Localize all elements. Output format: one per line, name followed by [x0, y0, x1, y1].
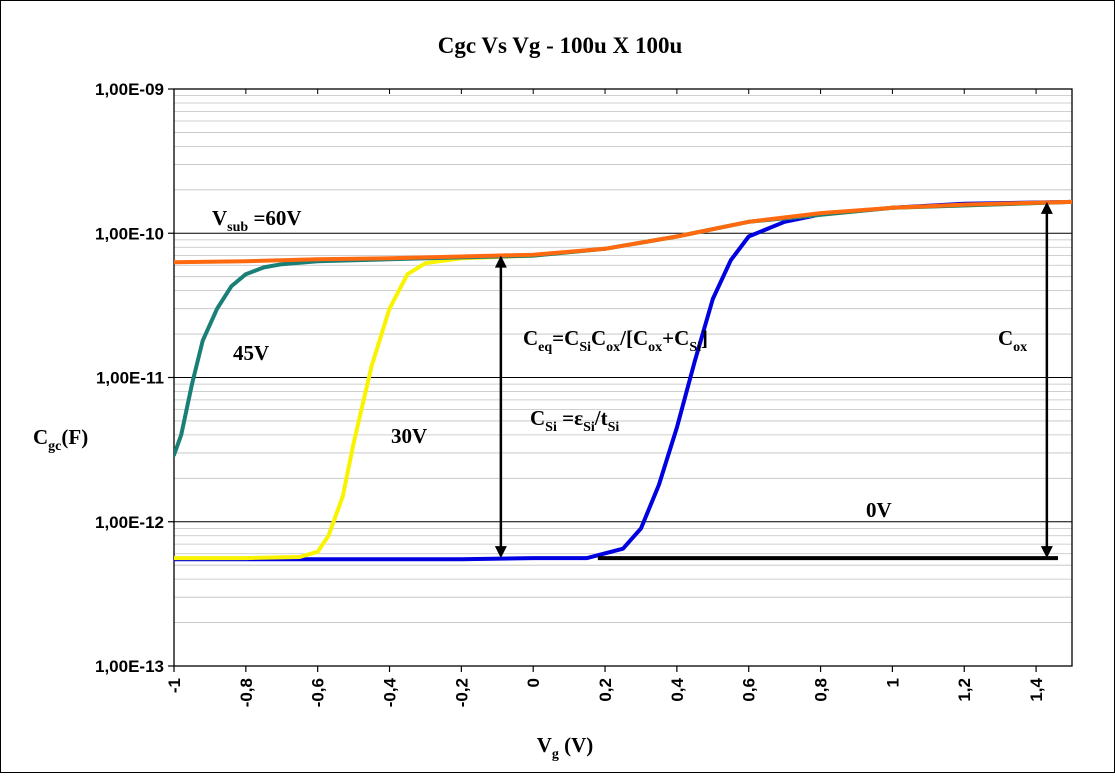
x-tick-label: -0,4: [381, 677, 400, 707]
annotation-0v: 0V: [866, 498, 892, 522]
ceq-arrow-head-bottom: [494, 546, 507, 559]
x-tick-label: 0,8: [812, 678, 831, 702]
y-tick-label: 1,00E-10: [95, 224, 164, 243]
x-axis-ticks: -1 -0,8 -0,6 -0,4 -0,2 0 0,2 0,4 0,6 0,8 1 1,2 1,4: [165, 89, 1046, 707]
x-tick-label: -1: [165, 678, 184, 693]
cox-arrow-head-top: [1040, 201, 1053, 214]
x-tick-label: -0,8: [237, 678, 256, 707]
y-tick-label: 1,00E-12: [95, 513, 164, 532]
x-tick-label: 0,6: [740, 678, 759, 702]
x-tick-label: 0,2: [596, 678, 615, 702]
x-tick-label: 0,4: [668, 677, 687, 701]
y-axis-label: Cgc(F): [33, 425, 88, 454]
ceq-arrow-head-top: [494, 255, 507, 268]
cox-arrow-head-bottom: [1040, 546, 1053, 559]
y-axis-ticks: 1,00E-13 1,00E-12 1,00E-11 1,00E-10 1,00E-09: [95, 80, 174, 676]
series-lines: [174, 199, 1072, 562]
x-tick-label: 1,4: [1027, 677, 1046, 701]
x-tick-label: -0,6: [309, 678, 328, 707]
y-tick-label: 1,00E-09: [95, 80, 164, 99]
annotation-vsub-60v: Vsub =60V: [212, 206, 302, 235]
x-tick-label: 1,2: [955, 678, 974, 702]
x-tick-label: 1: [883, 678, 902, 687]
annotation-30v: 30V: [391, 424, 427, 448]
y-tick-label: 1,00E-13: [95, 657, 164, 676]
series-line-v-sub-60v: [174, 199, 1072, 265]
annotation-45v: 45V: [233, 341, 269, 365]
reference-lines: [494, 201, 1058, 561]
x-tick-label: 0: [524, 678, 543, 687]
x-tick-label: -0,2: [452, 678, 471, 707]
x-axis-label: Vg (V): [537, 733, 594, 762]
chart-title: Cgc Vs Vg - 100u X 100u: [438, 33, 683, 58]
y-tick-label: 1,00E-11: [96, 369, 164, 388]
